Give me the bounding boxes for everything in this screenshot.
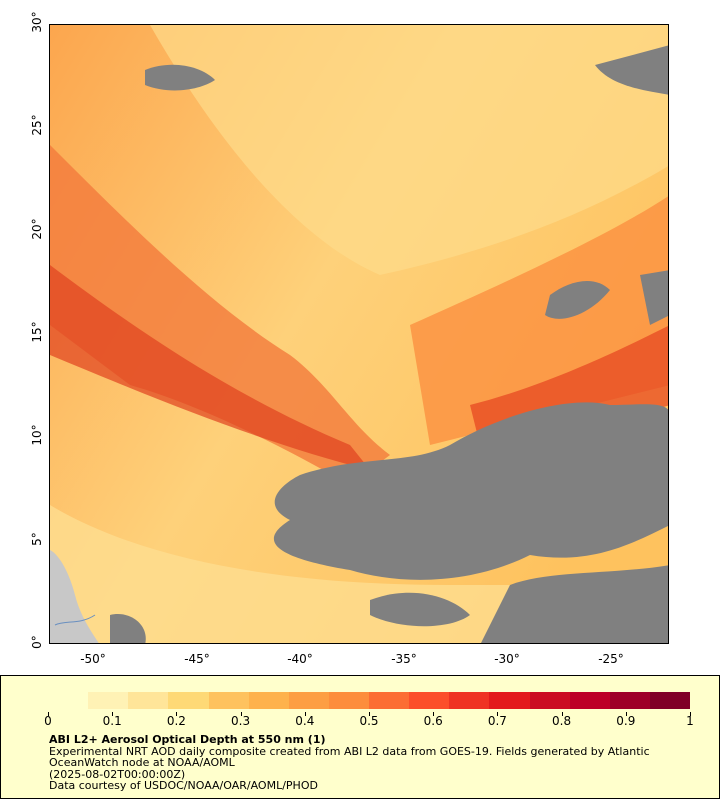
legend-credit: Data courtesy of USDOC/NOAA/OAR/AOML/PHO…: [49, 779, 318, 792]
colorbar-tick-label: 0.5: [359, 714, 379, 728]
colorbar-tick: [304, 712, 306, 716]
land-south-america: [50, 550, 99, 643]
colorbar-tick: [625, 712, 627, 716]
lon-label-40: -40°: [287, 652, 313, 666]
lon-label-30: -30°: [494, 652, 520, 666]
no-data-region: [481, 565, 668, 643]
high-aod-region: [50, 145, 390, 485]
colorbar-swatch: [328, 692, 369, 709]
no-data-region: [110, 614, 146, 643]
lat-label-10: 10°: [30, 424, 44, 446]
colorbar-tick: [112, 712, 114, 716]
colorbar-swatch: [88, 692, 129, 709]
colorbar-tick-label: 0.6: [423, 714, 443, 728]
colorbar-swatch: [649, 692, 690, 709]
colorbar-swatch: [168, 692, 209, 709]
no-data-region: [640, 270, 668, 325]
colorbar-tick: [369, 712, 370, 716]
legend-text: ABI L2+ Aerosol Optical Depth at 550 nm …: [49, 734, 689, 792]
colorbar-tick-label: 0.4: [295, 714, 315, 728]
colorbar-tick-label: 0.7: [487, 714, 507, 728]
low-aod-region: [150, 25, 668, 275]
colorbar-swatch: [529, 692, 570, 709]
lon-label-50: -50°: [80, 652, 106, 666]
legend-panel: 0 0.1 0.2 0.3 0.4 0.5 0.6 0.7 0.8 0.9 1 ABI L2+ Ae…: [0, 675, 720, 799]
colorbar-swatch: [48, 692, 89, 709]
lat-label-20: 20°: [30, 218, 44, 240]
high-aod-core: [50, 265, 370, 470]
lon-label-35: -35°: [391, 652, 417, 666]
colorbar-tick-label: 0.1: [102, 714, 122, 728]
colorbar-swatch: [409, 692, 450, 709]
colorbar-tick: [240, 712, 242, 716]
no-data-region: [370, 592, 470, 627]
colorbar-swatch: [369, 692, 410, 709]
map-panel: [49, 24, 669, 644]
colorbar-swatch: [489, 692, 530, 709]
colorbar-swatch: [128, 692, 169, 709]
colorbar-tick-label: 0.3: [231, 714, 251, 728]
lon-label-25: -25°: [598, 652, 624, 666]
legend-description: Experimental NRT AOD daily composite cre…: [49, 744, 650, 769]
colorbar-tick-label: 0: [44, 714, 52, 728]
colorbar-tick-label: 0.2: [166, 714, 186, 728]
lat-label-5: 5°: [30, 532, 44, 546]
lon-label-45: -45°: [184, 652, 210, 666]
river-line: [54, 614, 96, 626]
aod-map: [50, 25, 668, 643]
colorbar-swatch: [208, 692, 249, 709]
no-data-region: [545, 280, 610, 319]
colorbar-tick-label: 1: [686, 714, 694, 728]
no-data-region: [595, 45, 668, 95]
colorbar-swatch: [609, 692, 650, 709]
colorbar-tick: [176, 712, 178, 716]
colorbar-swatch: [569, 692, 610, 709]
no-data-region: [274, 402, 668, 580]
lat-label-30: 30°: [30, 11, 44, 33]
no-data-region: [145, 64, 215, 91]
colorbar-swatch: [288, 692, 329, 709]
colorbar: [48, 692, 690, 709]
colorbar-tick: [433, 712, 435, 716]
legend-date: (2025-08-02T00:00:00Z): [49, 767, 186, 781]
colorbar-swatch: [248, 692, 289, 709]
lat-label-0: 0°: [30, 635, 44, 649]
colorbar-tick: [561, 712, 563, 716]
colorbar-tick: [497, 712, 499, 716]
colorbar-tick-label: 0.8: [552, 714, 572, 728]
colorbar-swatch: [449, 692, 490, 709]
lat-label-25: 25°: [30, 114, 44, 136]
colorbar-tick: [48, 712, 49, 716]
legend-title: ABI L2+ Aerosol Optical Depth at 550 nm …: [49, 733, 326, 746]
lat-label-15: 15°: [30, 321, 44, 343]
colorbar-tick-label: 0.9: [616, 714, 636, 728]
colorbar-tick: [690, 712, 691, 716]
